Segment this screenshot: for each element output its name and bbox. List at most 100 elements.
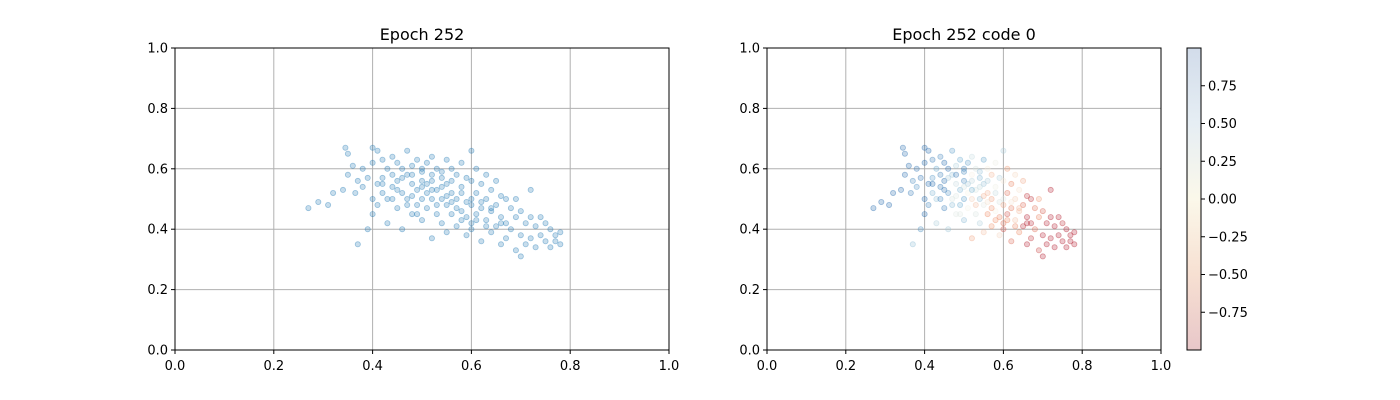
scatter-point [438,168,445,175]
scatter-point [409,211,416,218]
scatter-point [992,217,999,224]
scatter-point [354,177,361,184]
scatter-point [443,192,450,199]
scatter-point [458,189,465,196]
scatter-point [909,241,916,248]
scatter-point [1012,223,1019,230]
scatter-point [953,211,960,218]
colorbar: 0.75 0.50 0.25 0.00 −0.25 −0.50 −0.75 [1186,47,1248,351]
scatter-point [552,238,559,245]
scatter-point [1071,229,1078,236]
scatter-point [473,165,480,172]
scatter-point [359,165,366,172]
scatter-point [1028,235,1035,242]
scatter-point [497,220,504,227]
scatter-point [1004,165,1011,172]
scatter-point [1035,214,1042,221]
chart-title: Epoch 252 [380,25,465,44]
scatter-points [305,144,564,260]
scatter-point [941,177,948,184]
scatter-point [976,174,983,181]
scatter-point [443,201,450,208]
scatter-point [1071,241,1078,248]
scatter-point [423,180,430,187]
scatter-point [945,174,952,181]
scatter-point [399,165,406,172]
scatter-point [453,195,460,202]
scatter-point [901,171,908,178]
scatter-point [929,189,936,196]
scatter-point [1020,201,1027,208]
scatter-point [1012,217,1019,224]
axes-frame [174,47,670,351]
scatter-point [953,180,960,187]
scatter-point [404,195,411,202]
scatter-point [921,195,928,202]
scatter-point [1051,223,1058,230]
scatter-point [527,214,534,221]
scatter-point [933,220,940,227]
scatter-point [448,189,455,196]
scatter-point [1031,205,1038,212]
scatter-point [945,165,952,172]
colorbar-tick-label: −0.75 [1208,306,1248,321]
scatter-point [483,223,490,230]
scatter-point [389,171,396,178]
scatter-point [1024,241,1031,248]
scatter-point [980,156,987,163]
scatter-point [968,186,975,193]
scatter-point [418,177,425,184]
scatter-point [414,201,421,208]
scatter-point [354,241,361,248]
scatter-point [1016,205,1023,212]
scatter-point [937,171,944,178]
scatter-point [992,159,999,166]
x-tick-label: 0.4 [914,359,935,374]
y-tick-label: 0.0 [739,344,760,359]
scatter-point [418,195,425,202]
scatter-point [428,171,435,178]
colorbar-tick-label: −0.25 [1208,230,1248,245]
scatter-point [878,198,885,205]
scatter-point [443,229,450,236]
scatter-point [532,244,539,251]
scatter-point [929,180,936,187]
colorbar-tick-label: 0.50 [1208,117,1237,132]
scatter-point [996,232,1003,239]
x-tick-label: 0.6 [461,359,482,374]
scatter-point [527,186,534,193]
scatter-point [949,195,956,202]
scatter-point [497,241,504,248]
scatter-point [1020,223,1027,230]
scatter-point [414,186,421,193]
scatter-point [941,159,948,166]
scatter-point [389,195,396,202]
scatter-point [996,174,1003,181]
scatter-point [438,174,445,181]
scatter-point [933,195,940,202]
scatter-point [364,226,371,233]
scatter-point [961,177,968,184]
scatter-point [929,156,936,163]
scatter-point [557,229,564,236]
scatter-point [1039,253,1046,260]
scatter-point [957,211,964,218]
scatter-point [996,198,1003,205]
scatter-point [1024,220,1031,227]
scatter-point [961,168,968,175]
scatter-point [404,147,411,154]
scatter-point [1035,247,1042,254]
y-tick-label: 0.4 [147,223,168,238]
y-tick-label: 0.4 [739,223,760,238]
scatter-point [423,159,430,166]
scatter-point [984,165,991,172]
scatter-point [478,205,485,212]
scatter-point [502,195,509,202]
scatter-point [980,180,987,187]
scatter-point [1000,195,1007,202]
scatter-point [968,235,975,242]
scatter-point [921,211,928,218]
scatter-point [1000,201,1007,208]
scatter-point [1016,186,1023,193]
scatter-point [1008,205,1015,212]
